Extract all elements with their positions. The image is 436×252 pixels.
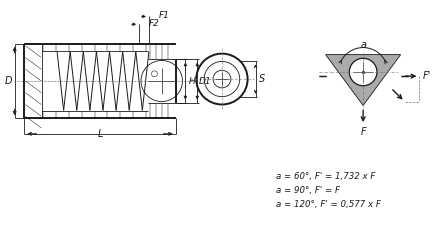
Text: F: F xyxy=(360,127,366,137)
Circle shape xyxy=(349,58,377,86)
Polygon shape xyxy=(326,55,401,106)
Text: L: L xyxy=(97,129,103,139)
Text: D: D xyxy=(5,76,13,86)
Text: F2: F2 xyxy=(149,19,160,28)
Text: a: a xyxy=(360,40,366,50)
Text: a = 90°, F' = F: a = 90°, F' = F xyxy=(276,186,340,195)
Text: S: S xyxy=(259,74,266,84)
Text: a = 60°, F' = 1,732 x F: a = 60°, F' = 1,732 x F xyxy=(276,172,376,181)
Text: F': F' xyxy=(423,71,432,81)
Text: H: H xyxy=(189,77,196,85)
Text: D1: D1 xyxy=(199,77,211,85)
Text: a = 120°, F' = 0,577 x F: a = 120°, F' = 0,577 x F xyxy=(276,200,381,209)
Text: F1: F1 xyxy=(159,11,170,20)
